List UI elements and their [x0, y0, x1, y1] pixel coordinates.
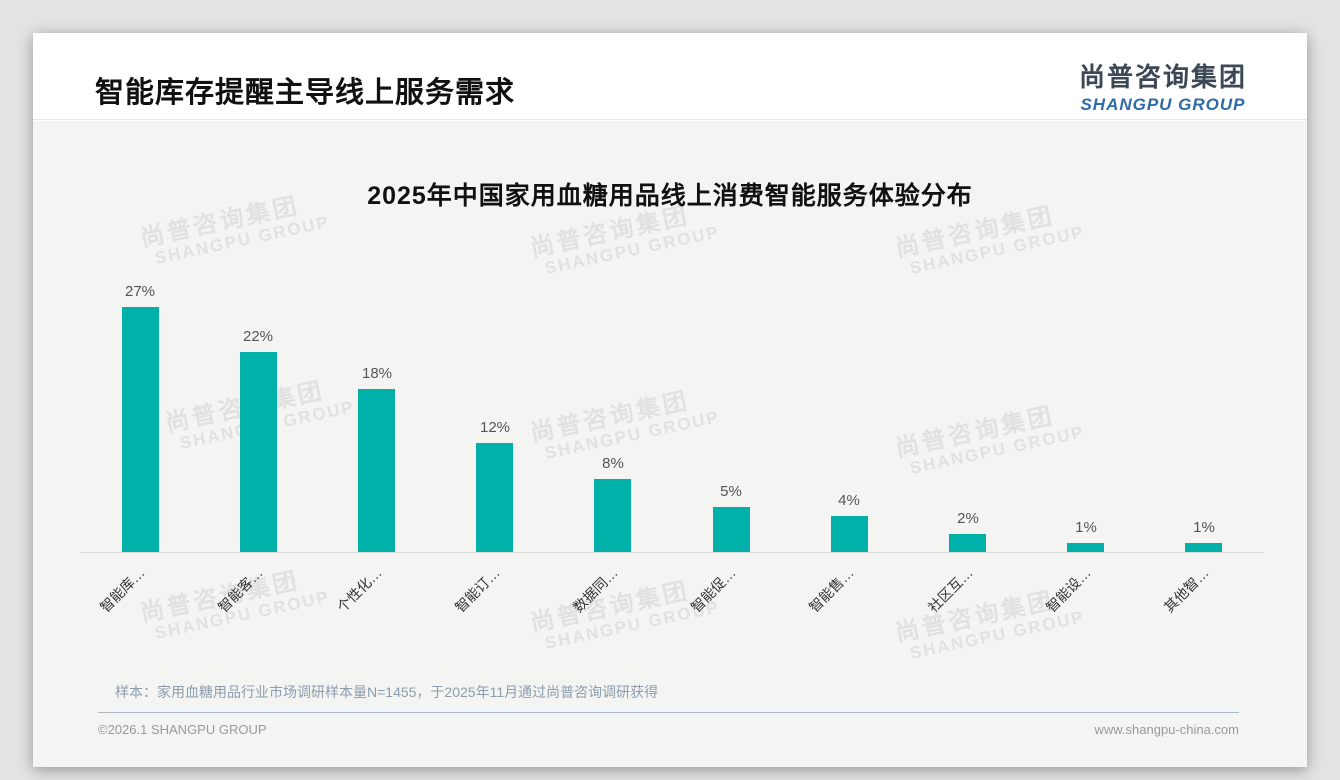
page-title: 智能库存提醒主导线上服务需求 [95, 77, 516, 109]
watermark-line1: 尚普咨询集团 [528, 387, 693, 448]
bar-value-label: 1% [1075, 519, 1097, 536]
slide-body: 尚普咨询集团 SHANGPU GROUP 尚普咨询集团 SHANGPU GROUP 尚普… [33, 121, 1307, 767]
chart-title: 2025年中国家用血糖用品线上消费智能服务体验分布 [367, 182, 973, 210]
bar-value-label: 8% [602, 455, 624, 472]
x-axis-label: 智能订… [451, 564, 503, 616]
x-axis-label: 个性化… [333, 564, 385, 616]
bar-value-label: 5% [720, 483, 742, 500]
x-axis-line [81, 552, 1263, 553]
x-axis-label: 智能客… [214, 564, 266, 616]
x-axis-label: 数据同… [569, 564, 621, 616]
bar-value-label: 12% [479, 419, 511, 436]
x-axis-label: 智能售… [805, 564, 857, 616]
logo-english-text: SHANGPU GROUP [1080, 95, 1246, 114]
company-logo: 尚普咨询集团 SHANGPU GROUP [1079, 57, 1247, 115]
bar [949, 534, 986, 552]
bar-value-label: 22% [242, 328, 274, 345]
x-axis-label: 其他智… [1160, 564, 1212, 616]
sample-note: 样本：家用血糖用品行业市场调研样本量N=1455，于2025年11月通过尚普咨询… [115, 684, 659, 700]
bar [240, 352, 277, 552]
bar [1067, 543, 1104, 552]
bar-value-label: 1% [1193, 519, 1215, 536]
watermark-line1: 尚普咨询集团 [893, 402, 1058, 463]
watermark-line2: SHANGPU GROUP [543, 222, 722, 278]
bar-value-label: 4% [838, 492, 860, 509]
x-axis-label: 智能设… [1042, 564, 1094, 616]
slide-footer: ©2026.1 SHANGPU GROUP www.shangpu-china.… [98, 712, 1239, 737]
watermark-line2: SHANGPU GROUP [153, 212, 332, 268]
x-axis-label: 智能库… [96, 564, 148, 616]
bar [831, 516, 868, 552]
slide-card: 智能库存提醒主导线上服务需求 尚普咨询集团 SHANGPU GROUP 尚普咨询… [33, 33, 1307, 767]
watermark-line2: SHANGPU GROUP [908, 222, 1087, 278]
bar [713, 507, 750, 552]
copyright-text: ©2026.1 SHANGPU GROUP [98, 722, 267, 737]
bar-value-label: 2% [957, 510, 979, 527]
bar-value-label: 18% [361, 365, 393, 382]
x-axis-label: 智能促… [687, 564, 739, 616]
bar [594, 479, 631, 552]
bar-value-label: 27% [124, 283, 156, 300]
bar [1185, 543, 1222, 552]
x-axis-label: 社区互… [924, 564, 976, 616]
website-text: www.shangpu-china.com [1094, 722, 1239, 737]
bar [476, 443, 513, 552]
logo-chinese-text: 尚普咨询集团 [1078, 62, 1247, 92]
bar [358, 389, 395, 552]
slide-header: 智能库存提醒主导线上服务需求 尚普咨询集团 SHANGPU GROUP [33, 33, 1307, 120]
watermark-line2: SHANGPU GROUP [908, 422, 1087, 478]
bar [122, 307, 159, 552]
